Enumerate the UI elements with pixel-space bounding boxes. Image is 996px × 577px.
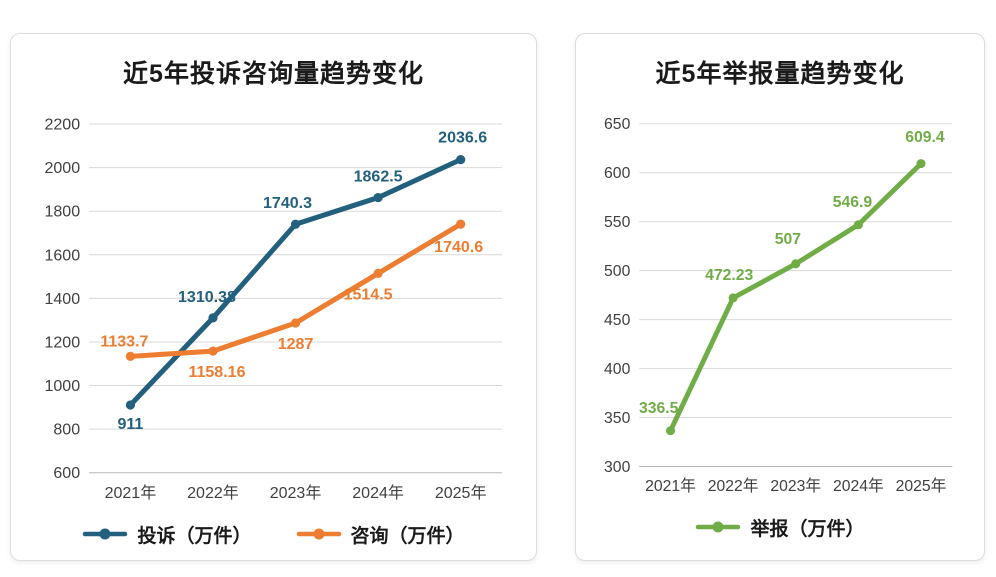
legend-label: 投诉（万件） [137, 525, 252, 547]
data-point [125, 400, 136, 410]
data-label: 1740.3 [263, 194, 312, 212]
data-label: 1287 [278, 335, 314, 353]
y-axis-tick-label: 600 [604, 165, 631, 182]
y-axis-tick-label: 650 [604, 116, 631, 133]
x-axis-tick-label: 2025年 [435, 484, 487, 502]
data-point [728, 293, 738, 303]
data-label: 336.5 [639, 400, 679, 417]
x-axis-tick-label: 2021年 [645, 477, 696, 495]
y-axis-tick-label: 400 [604, 361, 631, 378]
legend-label: 咨询（万件） [350, 525, 465, 547]
x-axis-tick-label: 2024年 [833, 477, 884, 495]
data-point [373, 268, 383, 279]
y-axis-tick-label: 1200 [44, 333, 80, 351]
data-point [916, 159, 926, 169]
data-point [456, 154, 466, 165]
data-label: 1133.7 [100, 332, 148, 350]
data-label: 507 [775, 231, 802, 248]
data-point [791, 259, 801, 269]
data-point [853, 220, 863, 230]
x-axis-tick-label: 2024年 [352, 484, 404, 502]
complaints-consultations-chart-card: 近5年投诉咨询量趋势变化 600 800 1000 1200 1400 1600 1800 2… [10, 33, 537, 561]
data-point [456, 219, 466, 229]
line-chart-complaints-consultations: 600 800 1000 1200 1400 1600 1800 2000 2200 2021年 2… [44, 116, 502, 502]
data-label: 609.4 [905, 129, 945, 146]
legend-marker-icon [296, 528, 341, 540]
y-axis-tick-label: 600 [53, 464, 80, 482]
data-point [290, 219, 301, 229]
y-axis-tick-label: 1400 [44, 290, 80, 308]
data-point [290, 318, 301, 328]
data-label: 911 [117, 415, 143, 433]
y-axis-tick-label: 350 [604, 410, 631, 427]
legend-item: 咨询（万件） [296, 521, 465, 548]
data-label: 1310.38 [178, 288, 236, 306]
y-axis-tick-label: 450 [604, 312, 631, 329]
chart-title-reports: 近5年举报量趋势变化 [655, 60, 905, 88]
x-axis-tick-label: 2021年 [105, 484, 157, 502]
y-axis-tick-label: 800 [53, 421, 80, 439]
y-axis-tick-label: 2200 [44, 116, 80, 134]
legend-label: 举报（万件） [750, 518, 865, 540]
x-axis-tick-label: 2025年 [896, 477, 947, 495]
legend-marker-icon [696, 521, 741, 533]
x-axis-tick-label: 2023年 [270, 484, 322, 502]
chart-title-complaints-consultations: 近5年投诉咨询量趋势变化 [123, 60, 424, 88]
y-axis-tick-label: 1000 [44, 377, 80, 395]
y-axis-tick-label: 1600 [44, 246, 80, 264]
data-point [208, 346, 218, 356]
line-chart-reports: 300 350 400 450 500 550 600 650 2021年 2022年 2023年 2… [604, 116, 953, 495]
data-point [125, 351, 136, 361]
data-point [665, 426, 676, 436]
y-axis-tick-label: 1800 [44, 203, 80, 221]
y-axis-tick-label: 2000 [44, 159, 80, 177]
data-label: 1862.5 [354, 168, 403, 186]
x-axis-tick-label: 2022年 [187, 484, 239, 502]
x-axis-tick-label: 2023年 [770, 477, 821, 495]
legend-item: 投诉（万件） [82, 521, 252, 548]
data-label: 1740.6 [434, 238, 483, 256]
y-axis-tick-label: 300 [604, 459, 631, 476]
y-axis-tick-label: 500 [604, 263, 631, 280]
data-label: 472.23 [705, 267, 753, 284]
reports-chart-card: 近5年举报量趋势变化 300 350 400 450 500 550 600 650 2021年… [575, 33, 985, 561]
y-axis-tick-label: 550 [604, 214, 631, 231]
data-label: 1514.5 [344, 285, 393, 303]
series-line [668, 161, 924, 434]
chart-legend: 投诉（万件） 咨询（万件） [23, 521, 524, 548]
data-label: 2036.6 [438, 129, 487, 147]
data-point [208, 313, 218, 323]
legend-item: 举报（万件） [695, 514, 865, 541]
data-point [373, 192, 383, 203]
legend-marker-icon [83, 528, 128, 540]
x-axis-tick-label: 2022年 [708, 477, 759, 495]
data-label: 1158.16 [188, 363, 245, 381]
data-label: 546.9 [833, 194, 873, 211]
chart-legend: 举报（万件） [588, 514, 972, 541]
